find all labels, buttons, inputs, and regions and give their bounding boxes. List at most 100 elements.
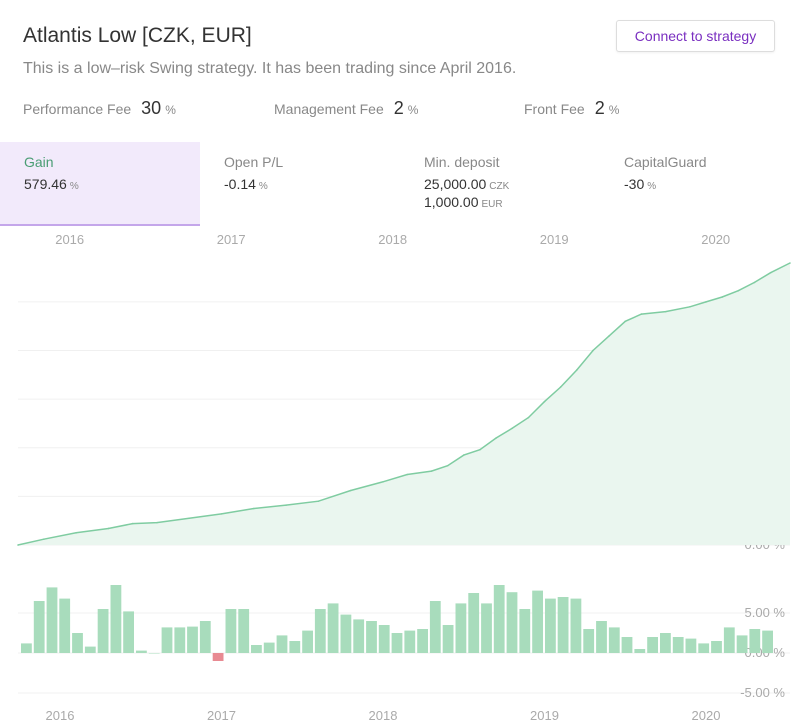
tab-open-pl[interactable]: Open P/L -0.14% <box>200 142 400 226</box>
monthly-return-bar <box>276 635 288 653</box>
monthly-return-bar <box>302 630 313 653</box>
monthly-return-bar <box>161 627 173 653</box>
monthly-return-bar <box>72 633 83 653</box>
performance-fee: Performance Fee 30 % <box>23 98 176 119</box>
fees-row: Performance Fee 30 % Management Fee 2 % … <box>0 98 800 122</box>
monthly-return-bar <box>366 621 377 653</box>
gain-point <box>640 313 643 315</box>
gain-point <box>430 470 433 472</box>
monthly-return-bar <box>621 637 633 653</box>
x-tick-label-bottom: 2019 <box>530 708 559 723</box>
gain-point <box>317 500 320 503</box>
gain-point <box>689 305 691 308</box>
gain-point <box>220 513 223 515</box>
monthly-return-bar <box>762 630 773 653</box>
monthly-return-bar <box>314 609 326 653</box>
open-pl-value: -0.14 <box>224 176 256 192</box>
x-tick-label-top: 2018 <box>378 232 407 247</box>
monthly-return-bar <box>557 597 569 653</box>
x-tick-label-bottom: 2016 <box>46 708 75 723</box>
tab-min-deposit[interactable]: Min. deposit 25,000.00 CZK 1,000.00 EUR <box>400 142 600 226</box>
gain-point <box>446 464 449 467</box>
monthly-return-bar <box>404 630 416 653</box>
monthly-return-bar <box>506 592 518 653</box>
monthly-return-bar <box>136 650 147 653</box>
gain-point <box>156 521 158 524</box>
tab-gain[interactable]: Gain 579.46% <box>0 142 200 226</box>
gain-point <box>131 522 134 525</box>
gain-point <box>17 544 19 546</box>
front-fee-value: 2 <box>594 98 605 118</box>
gain-point <box>576 369 578 371</box>
gain-point <box>721 296 723 298</box>
x-tick-label-top: 2019 <box>540 232 569 247</box>
gain-point <box>592 349 594 352</box>
performance-fee-unit: % <box>165 103 176 117</box>
monthly-return-bar <box>608 627 620 653</box>
monthly-return-bar <box>570 598 582 653</box>
gain-point <box>705 301 707 303</box>
monthly-return-bar <box>736 635 748 653</box>
bar-y-tick-label: 5.00 % <box>745 605 786 620</box>
x-tick-label-bottom: 2020 <box>692 708 721 723</box>
min-deposit-czk-value: 25,000.00 <box>424 176 487 192</box>
x-tick-label-top: 2017 <box>217 232 246 247</box>
monthly-return-bar <box>685 638 697 653</box>
monthly-return-bar <box>21 643 32 653</box>
monthly-return-bar <box>97 609 109 653</box>
gain-point <box>624 320 627 323</box>
gain-unit: % <box>69 181 79 192</box>
gain-area <box>18 263 790 545</box>
management-fee-unit: % <box>407 103 419 117</box>
performance-chart: 201620172018201920200.00 %100.00 %200.00… <box>17 232 791 723</box>
monthly-return-bar <box>583 629 595 653</box>
monthly-return-bar <box>634 649 646 653</box>
gain-point <box>789 262 791 264</box>
performance-fee-value: 30 <box>141 98 162 118</box>
gain-point <box>495 437 497 439</box>
management-fee: Management Fee 2 % <box>274 98 418 119</box>
gain-value: 579.46 <box>24 176 67 192</box>
monthly-return-bar <box>225 609 237 653</box>
front-fee-label: Front Fee <box>524 101 585 117</box>
gain-point <box>559 386 562 388</box>
tab-capitalguard[interactable]: CapitalGuard -30% <box>600 142 800 226</box>
gain-point <box>107 527 110 530</box>
monthly-return-bar <box>647 637 658 653</box>
gain-point <box>252 507 255 510</box>
gain-point <box>527 416 530 419</box>
page-subtitle: This is a low–risk Swing strategy. It ha… <box>23 60 517 77</box>
management-fee-label: Management Fee <box>274 101 384 117</box>
monthly-return-bar <box>212 653 224 661</box>
gain-point <box>753 281 756 284</box>
gain-point <box>737 289 740 292</box>
monthly-return-bar <box>148 653 160 654</box>
gain-line <box>17 262 791 546</box>
monthly-return-bar <box>340 614 352 653</box>
front-fee-unit: % <box>608 103 620 117</box>
monthly-return-bar <box>672 637 684 653</box>
gain-point <box>349 489 352 492</box>
monthly-return-bar <box>110 585 122 653</box>
monthly-return-bar <box>723 627 735 653</box>
monthly-return-bar <box>289 641 301 653</box>
x-tick-label-top: 2016 <box>55 232 84 247</box>
x-tick-label-bottom: 2017 <box>207 708 236 723</box>
gain-label: Gain <box>24 154 54 170</box>
x-tick-label-top: 2020 <box>701 232 730 247</box>
monthly-return-bar <box>46 587 58 653</box>
monthly-return-bar <box>174 627 186 653</box>
gain-point <box>382 480 384 483</box>
monthly-return-bar <box>378 625 390 653</box>
stats-tabs: Gain 579.46% Open P/L -0.14% Min. deposi… <box>0 142 800 226</box>
monthly-return-bar <box>468 593 480 653</box>
gain-point <box>479 448 481 451</box>
monthly-return-bar <box>429 601 441 653</box>
performance-fee-label: Performance Fee <box>23 101 132 117</box>
monthly-return-bar <box>519 609 531 653</box>
monthly-return-bar <box>455 603 467 653</box>
gain-point <box>285 504 287 506</box>
monthly-return-bar <box>33 601 45 653</box>
connect-to-strategy-button[interactable]: Connect to strategy <box>616 20 775 52</box>
min-deposit-eur-value: 1,000.00 <box>424 194 479 210</box>
